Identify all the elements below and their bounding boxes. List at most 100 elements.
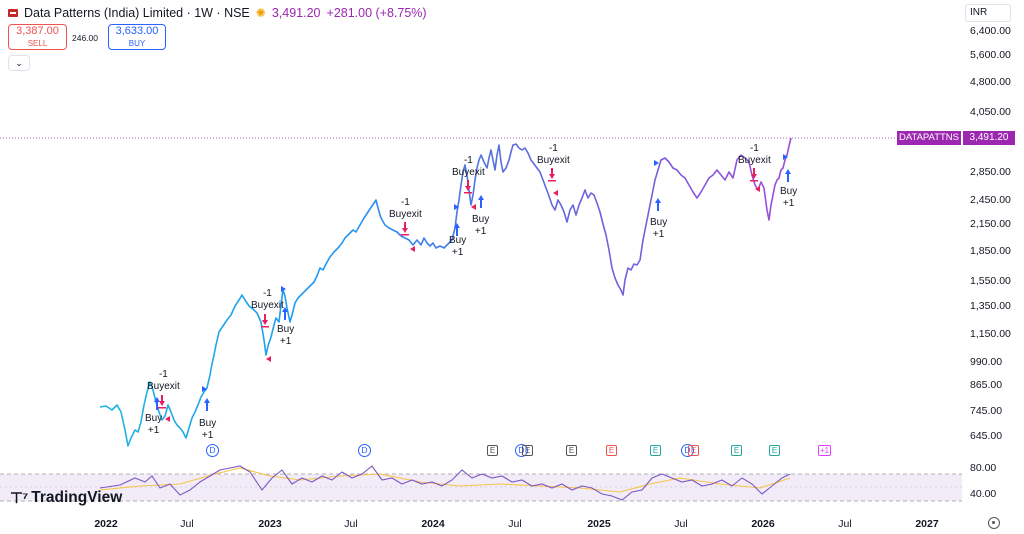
earnings-marker[interactable]: E [688, 445, 699, 456]
price-tick: 2,450.00 [970, 194, 1011, 206]
buy-price: 3,633.00 [115, 24, 159, 37]
buy-markers [154, 154, 791, 411]
time-tick: 2027 [915, 518, 939, 530]
buy-triangle [202, 386, 207, 392]
exit-triangle [755, 186, 760, 192]
time-tick: 2022 [94, 518, 118, 530]
earnings-marker[interactable]: E [487, 445, 498, 456]
spread-value: 246.00 [72, 33, 98, 43]
exit-triangle [410, 246, 415, 252]
sell-price: 3,387.00 [16, 24, 59, 37]
exit-signal-label: -1 Buyexit [251, 288, 284, 311]
logo-icon: ⊤⁷ [10, 490, 28, 507]
earnings-marker[interactable]: E [769, 445, 780, 456]
price-tick: 1,150.00 [970, 328, 1011, 340]
earnings-marker[interactable]: E [731, 445, 742, 456]
exit-triangle [266, 356, 271, 362]
tradingview-logo[interactable]: ⊤⁷ TradingView [10, 489, 122, 507]
upcoming-event-marker[interactable]: +1 [818, 445, 832, 456]
buy-button[interactable]: 3,633.00 BUY [108, 24, 166, 50]
buy-triangle [783, 154, 788, 160]
sell-button[interactable]: 3,387.00 SELL [8, 24, 67, 50]
exit-signal-label: -1 Buyexit [738, 143, 771, 166]
price-tick: 2,150.00 [970, 218, 1011, 230]
exit-arrow-icon [548, 168, 556, 182]
sun-icon: ✺ [255, 6, 266, 20]
price-tick: 5,600.00 [970, 49, 1011, 61]
buy-signal-label: Buy +1 [449, 235, 467, 258]
buy-triangle [654, 160, 659, 166]
buy-triangle [454, 204, 459, 210]
rsi-band [0, 474, 962, 501]
buy-arrow-icon [204, 398, 210, 411]
exit-triangle [471, 204, 476, 210]
gear-icon[interactable] [988, 517, 1000, 529]
dividend-marker[interactable]: D [206, 444, 219, 457]
price-change: +281.00 (+8.75%) [326, 6, 427, 20]
time-tick: Jul [508, 518, 522, 530]
buy-arrow-icon [655, 198, 661, 211]
dividend-marker[interactable]: D [681, 444, 694, 457]
time-tick: Jul [344, 518, 358, 530]
exit-signal-label: -1 Buyexit [147, 369, 180, 392]
buy-signal-label: Buy +1 [780, 186, 798, 209]
exit-signal-label: -1 Buyexit [452, 155, 485, 178]
buy-signal-label: Buy +1 [472, 214, 490, 237]
price-tick: 865.00 [970, 379, 1003, 391]
symbol-price-label: DATAPATTNS [897, 131, 961, 145]
exit-arrow-icon [464, 180, 472, 194]
sell-label: SELL [27, 38, 48, 48]
chevron-down-icon: ⌄ [15, 58, 23, 68]
exit-markers [158, 168, 760, 422]
rsi-tick: 40.00 [970, 488, 997, 500]
symbol-header: Data Patterns (India) Limited · 1W · NSE… [8, 4, 427, 22]
price-tick: 4,800.00 [970, 76, 1011, 88]
exit-triangle [165, 416, 170, 422]
price-tick: 745.00 [970, 405, 1003, 417]
price-tick: 1,350.00 [970, 300, 1011, 312]
buy-signal-label: Buy +1 [199, 418, 217, 441]
exit-signal-label: -1 Buyexit [389, 197, 422, 220]
price-tick: 645.00 [970, 430, 1003, 442]
symbol-title[interactable]: Data Patterns (India) Limited · 1W · NSE [24, 6, 250, 20]
rsi-tick: 80.00 [970, 462, 997, 474]
exit-arrow-icon [401, 222, 409, 236]
time-tick: Jul [838, 518, 852, 530]
buy-arrow-icon [154, 397, 160, 410]
currency-selector[interactable]: INR [965, 4, 1011, 22]
last-price: 3,491.20 [271, 6, 321, 20]
price-tick: 1,550.00 [970, 275, 1011, 287]
buy-arrow-icon [454, 223, 460, 236]
brand-name: TradingView [31, 489, 123, 506]
exit-arrow-icon [261, 314, 269, 328]
exit-triangle [553, 190, 558, 196]
time-tick: Jul [674, 518, 688, 530]
current-price-label: 3,491.20 [963, 131, 1015, 145]
earnings-marker[interactable]: E [566, 445, 577, 456]
buy-arrow-icon [478, 195, 484, 208]
buy-signal-label: Buy +1 [145, 413, 163, 436]
price-tick: 2,850.00 [970, 166, 1011, 178]
flag-icon [8, 9, 18, 17]
exit-arrow-icon [750, 168, 758, 182]
earnings-marker[interactable]: E [650, 445, 661, 456]
time-tick: 2023 [258, 518, 282, 530]
time-tick: Jul [180, 518, 194, 530]
buy-label: BUY [128, 38, 146, 48]
buy-signal-label: Buy +1 [277, 324, 295, 347]
time-tick: 2026 [751, 518, 775, 530]
dividend-marker[interactable]: D [358, 444, 371, 457]
price-tick: 1,850.00 [970, 245, 1011, 257]
earnings-marker[interactable]: E [522, 445, 533, 456]
rsi-line [99, 465, 791, 501]
exit-signal-label: -1 Buyexit [537, 143, 570, 166]
dividend-marker[interactable]: D [515, 444, 528, 457]
exit-arrow-icon [158, 395, 166, 409]
earnings-marker[interactable]: E [606, 445, 617, 456]
price-tick: 990.00 [970, 356, 1003, 368]
buy-arrow-icon [282, 307, 288, 320]
buy-triangle [281, 286, 286, 292]
price-line [99, 137, 792, 447]
collapse-button[interactable]: ⌄ [8, 55, 30, 71]
